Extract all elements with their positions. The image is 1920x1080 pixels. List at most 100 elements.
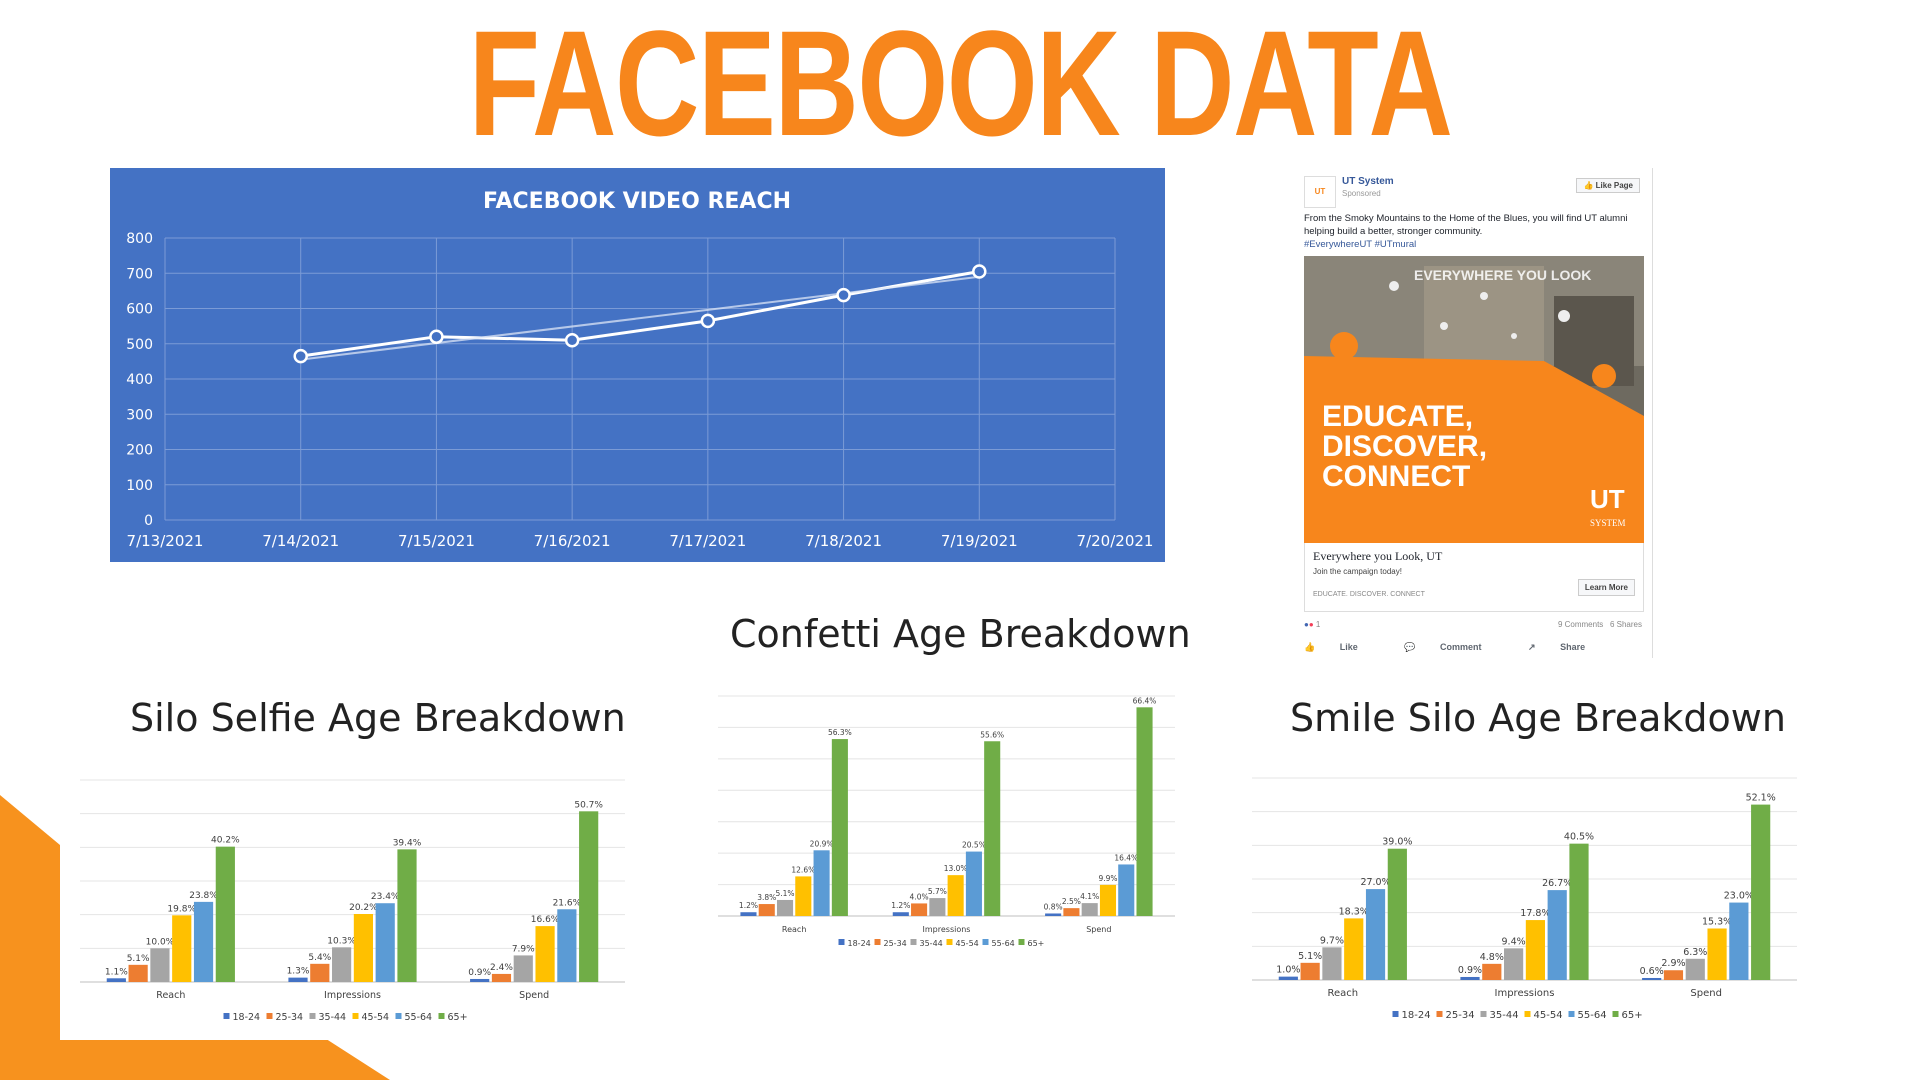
bar: [1278, 976, 1298, 980]
bar-value-label: 20.2%: [349, 903, 378, 913]
reach-data-point: [700, 313, 716, 329]
legend-swatch: [1480, 1011, 1487, 1017]
reach-y-tick-label: 100: [126, 478, 153, 494]
bar-value-label: 9.9%: [1098, 874, 1117, 883]
bar-value-label: 56.3%: [828, 728, 852, 737]
ad-brand-logo: UT: [1590, 484, 1625, 514]
legend-label: 35-44: [1490, 1010, 1519, 1021]
bar: [1729, 902, 1749, 980]
bar-value-label: 1.0%: [1276, 965, 1300, 976]
bar: [1344, 918, 1364, 980]
ad-image[interactable]: EVERYWHERE YOU LOOK EDUCATE, DISCOVER, C…: [1304, 256, 1644, 543]
like-page-button[interactable]: 👍 Like Page: [1576, 178, 1640, 193]
confetti-chart: 1.2% 3.8% 5.1% 12.6% 20.9% 56.3% Reach 1.2% 4.0%…: [700, 676, 1195, 958]
bar-category-label: Impressions: [923, 925, 971, 934]
reach-x-tick-label: 7/20/2021: [1077, 532, 1154, 550]
ad-body-text: From the Smoky Mountains to the Home of …: [1304, 212, 1642, 251]
bar: [892, 912, 909, 916]
legend-swatch: [946, 939, 953, 945]
smile-silo-chart: 1.0% 5.1% 9.7% 18.3% 27.0% 39.0% Reach 0.9% 4.8%…: [1232, 758, 1827, 1038]
bar-value-label: 20.9%: [810, 839, 834, 848]
bar-value-label: 1.2%: [739, 901, 758, 910]
reach-x-tick-label: 7/18/2021: [805, 532, 882, 550]
bar: [172, 915, 192, 982]
bar-value-label: 10.0%: [146, 937, 175, 947]
legend-label: 65+: [1622, 1010, 1643, 1021]
share-action-button[interactable]: ↗ Share: [1528, 642, 1607, 652]
legend-swatch: [1568, 1011, 1575, 1017]
legend-label: 25-34: [276, 1012, 304, 1023]
comment-action-button[interactable]: 💬 Comment: [1404, 642, 1503, 652]
bar-value-label: 10.3%: [327, 936, 356, 946]
legend-label: 45-54: [956, 939, 979, 948]
ad-body-copy: From the Smoky Mountains to the Home of …: [1304, 213, 1628, 237]
ad-page-logo: UT: [1304, 176, 1336, 208]
bar-value-label: 2.4%: [490, 963, 513, 973]
ad-headline-line-1: EDUCATE,: [1322, 400, 1473, 433]
bar-value-label: 4.8%: [1480, 952, 1504, 963]
thumbs-up-icon: 👍: [1304, 642, 1316, 652]
bar: [397, 849, 417, 982]
bar-value-label: 39.0%: [1382, 837, 1412, 848]
bar-value-label: 40.2%: [211, 836, 240, 846]
ad-link-caption[interactable]: Everywhere you Look, UT Join the campaig…: [1304, 543, 1644, 612]
reaction-like-icon: ●: [1304, 620, 1309, 629]
ad-page-name[interactable]: UT System: [1342, 176, 1394, 187]
reach-y-tick-label: 300: [126, 407, 153, 423]
ad-reactions[interactable]: ●● 1: [1304, 620, 1320, 629]
bar-value-label: 5.1%: [127, 954, 150, 964]
bar-value-label: 40.5%: [1564, 832, 1594, 843]
bar-value-label: 9.7%: [1320, 935, 1344, 946]
learn-more-button[interactable]: Learn More: [1577, 579, 1635, 596]
bar: [375, 903, 395, 982]
bar-value-label: 26.7%: [1542, 878, 1572, 889]
legend-label: 65+: [1028, 939, 1045, 948]
video-reach-chart: FACEBOOK VIDEO REACH 0 100 200 300 400 500 600 7…: [126, 189, 1154, 550]
legend-swatch: [910, 939, 917, 945]
bar: [813, 850, 830, 916]
bar-value-label: 1.3%: [287, 967, 310, 977]
reach-data-point: [429, 329, 444, 344]
bar-value-label: 2.9%: [1661, 958, 1685, 969]
bar-value-label: 1.2%: [891, 901, 910, 910]
silo-selfie-bar-chart: 1.1% 5.1% 10.0% 19.8% 23.8% 40.2% Reach 1.3% 5.4…: [80, 779, 625, 1023]
ad-sponsored-label: Sponsored: [1342, 189, 1381, 198]
reach-x-tick-label: 7/16/2021: [534, 532, 611, 550]
comments-count[interactable]: 9 Comments: [1557, 620, 1604, 629]
bar: [1663, 970, 1684, 980]
bar-value-label: 7.9%: [512, 944, 535, 954]
bar-value-label: 19.8%: [167, 904, 196, 914]
ad-hashtags[interactable]: #EverywhereUT #UTmural: [1304, 239, 1417, 250]
ad-caption-title: Everywhere you Look, UT: [1313, 549, 1443, 563]
confetti-bar-chart: 1.2%3.8% 5.1%12.6%20.9%56.3%Reach1.2%4.0%…: [718, 695, 1175, 948]
bar-category-label: Reach: [782, 925, 807, 934]
bar-value-label: 52.1%: [1746, 793, 1776, 804]
bar-value-label: 0.9%: [468, 968, 491, 978]
bar: [1099, 884, 1117, 916]
like-action-label: Like: [1339, 642, 1358, 652]
bar-value-label: 5.1%: [775, 889, 794, 898]
ad-engagement-counts: 9 Comments 6 Shares: [1558, 620, 1642, 629]
legend-swatch: [438, 1013, 445, 1019]
ad-headline-line-2: DISCOVER,: [1322, 430, 1487, 463]
bar: [215, 846, 235, 982]
legend-swatch: [874, 939, 881, 945]
reach-x-tick-label: 7/17/2021: [669, 532, 746, 550]
reach-data-point: [972, 264, 987, 279]
shares-count[interactable]: 6 Shares: [1609, 620, 1642, 629]
bar: [1118, 864, 1135, 916]
like-action-button[interactable]: 👍 Like: [1304, 642, 1380, 652]
bar: [831, 739, 848, 916]
bar: [1504, 948, 1524, 980]
bar-value-label: 0.6%: [1640, 966, 1664, 977]
bar-value-label: 66.4%: [1133, 696, 1157, 705]
legend-swatch: [266, 1013, 273, 1019]
bar: [579, 811, 599, 982]
bar: [106, 978, 126, 982]
bar: [1460, 976, 1480, 980]
legend-label: 55-64: [1578, 1010, 1607, 1021]
bar-value-label: 23.8%: [189, 891, 218, 901]
legend-label: 25-34: [884, 939, 907, 948]
legend-label: 45-54: [362, 1012, 390, 1023]
legend-label: 65+: [448, 1012, 468, 1023]
